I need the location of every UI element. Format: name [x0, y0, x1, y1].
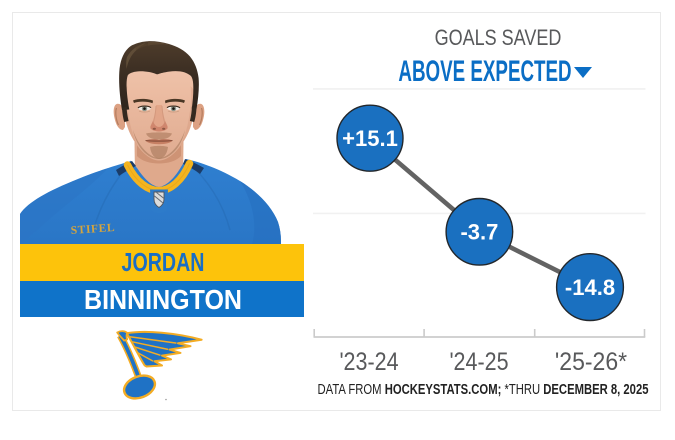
svg-text:-14.8: -14.8: [565, 275, 615, 300]
svg-text:STIFEL: STIFEL: [70, 222, 115, 237]
svg-text:+15.1: +15.1: [342, 126, 398, 151]
svg-text:-3.7: -3.7: [460, 220, 498, 245]
